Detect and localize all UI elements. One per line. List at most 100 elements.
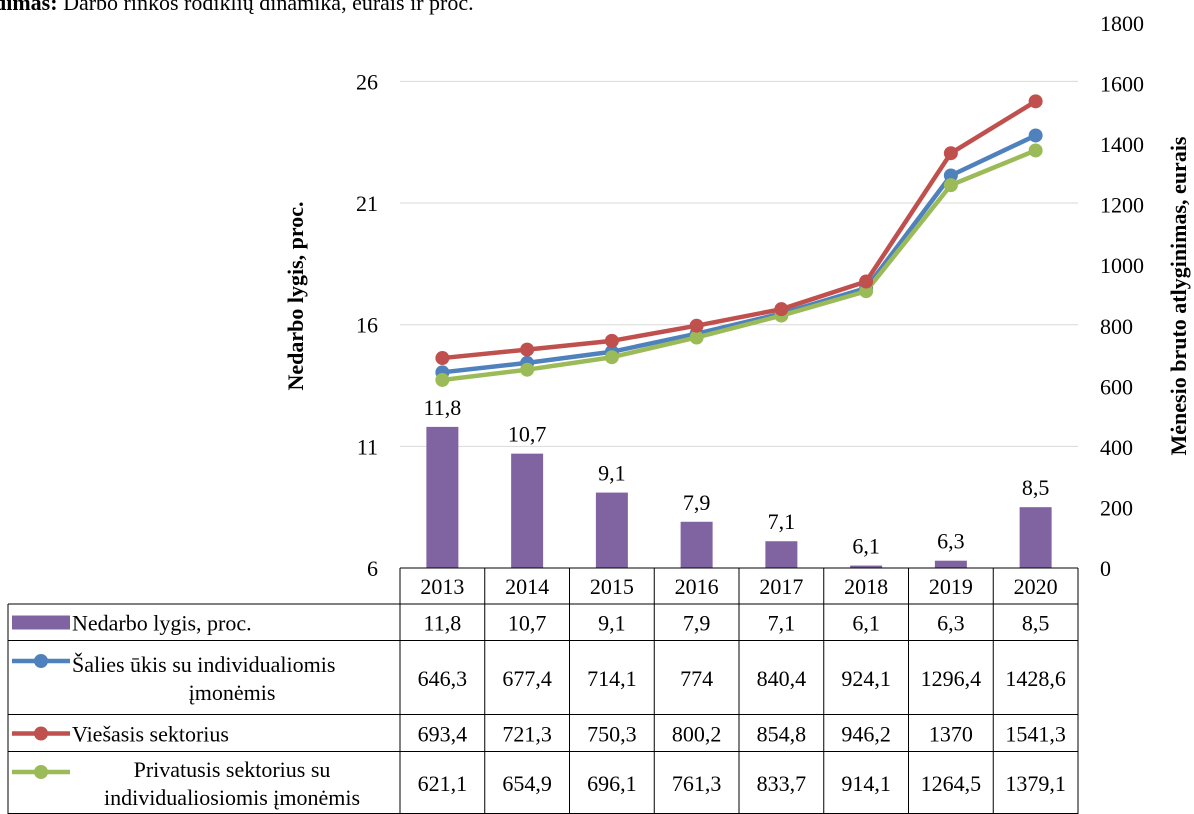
grid-lines: [400, 80, 1078, 447]
bar: [934, 560, 967, 568]
table-cell: 924,1: [841, 666, 891, 691]
table-cell: 1264,5: [921, 771, 982, 796]
bar: [850, 565, 883, 568]
left-tick-label: 21: [356, 191, 378, 216]
bar: [1019, 507, 1052, 568]
left-tick-label: 16: [356, 313, 378, 338]
table-cell: 7,9: [683, 611, 711, 636]
table-cell: 750,3: [587, 722, 637, 747]
bar: [595, 492, 628, 568]
category-label: 2016: [675, 574, 719, 599]
table-cell: 774: [680, 666, 713, 691]
legend-key-marker: [34, 654, 48, 668]
bar: [680, 521, 713, 568]
series-marker: [943, 178, 958, 193]
table-cell: 854,8: [757, 722, 807, 747]
right-tick-label: 0: [1100, 556, 1111, 581]
table-cell: 677,4: [502, 666, 552, 691]
right-axis-title: Mėnesio bruto atlyginimas, eurais: [1166, 136, 1191, 455]
table-cell: 8,5: [1022, 611, 1050, 636]
table-cell: 761,3: [672, 771, 722, 796]
series-marker: [604, 333, 619, 348]
right-tick-label: 1600: [1100, 72, 1144, 97]
right-tick-label: 800: [1100, 314, 1133, 339]
series-marker: [520, 362, 535, 377]
line-series: [435, 94, 1043, 387]
caption-text: Darbo rinkos rodiklių dinamika, eurais i…: [57, 0, 474, 15]
category-label: 2015: [590, 574, 634, 599]
bar: [426, 426, 459, 568]
series-marker: [774, 302, 789, 317]
series-line: [442, 148, 1037, 383]
legend-label: Viešasis sektorius: [72, 722, 229, 747]
bar-data-label: 10,7: [508, 422, 547, 447]
right-tick-label: 200: [1100, 495, 1133, 520]
category-label: 2017: [759, 574, 803, 599]
table-cell: 9,1: [598, 611, 626, 636]
series-marker: [859, 284, 874, 299]
series-marker: [943, 168, 958, 183]
bar-data-label: 9,1: [598, 461, 626, 486]
series-marker: [859, 274, 874, 289]
bar: [765, 541, 798, 568]
right-tick-label: 1400: [1100, 132, 1144, 157]
table-cell: 1379,1: [1005, 771, 1066, 796]
table-cell: 696,1: [587, 771, 637, 796]
category-label: 2020: [1014, 574, 1058, 599]
data-table: 2013 2014 2015 2016 2017 2018 2019 2020 Nedarbo …: [7, 567, 1079, 814]
table-cell: 693,4: [418, 722, 468, 747]
series-marker: [520, 342, 535, 357]
table-cell: 6,3: [937, 611, 965, 636]
category-label: 2019: [929, 574, 973, 599]
bar: [511, 453, 544, 568]
table-cell: 11,8: [424, 611, 462, 636]
legend-label: Šalies ūkis su individualiomis: [72, 652, 335, 677]
table-cell: 1428,6: [1005, 666, 1066, 691]
bar-data-label: 8,5: [1022, 475, 1050, 500]
table-cell: 840,4: [757, 666, 807, 691]
right-tick-label: 1200: [1100, 193, 1144, 218]
right-tick-label: 1800: [1100, 11, 1144, 36]
right-tick-label: 600: [1100, 374, 1133, 399]
table-cell: 833,7: [757, 771, 807, 796]
axes: 6 11 16 21 26 0 200 400 600 800 1000 1200 1400 1600 18…: [283, 11, 1191, 581]
category-label: 2013: [420, 574, 464, 599]
legend-label: įmonėmis: [189, 680, 276, 705]
series-marker: [435, 351, 450, 366]
category-label: 2018: [844, 574, 888, 599]
legend-key-marker: [34, 765, 48, 779]
bar-series: [426, 426, 1052, 568]
left-axis-title: Nedarbo lygis, proc.: [283, 201, 308, 390]
table-cell: 1370: [929, 722, 973, 747]
left-tick-label: 26: [356, 69, 378, 94]
table-cell: 800,2: [672, 722, 722, 747]
series-marker: [689, 330, 704, 345]
legend-label: individualiosiomis įmonėmis: [104, 785, 360, 810]
figure-caption: dimas: Darbo rinkos rodiklių dinamika, e…: [0, 0, 474, 16]
legend-label: Nedarbo lygis, proc.: [72, 611, 252, 636]
bar-data-labels: 11,8 10,7 9,1 7,9 7,1 6,1 6,3 8,5: [424, 395, 1050, 559]
series-marker: [689, 318, 704, 333]
table-cell: 714,1: [587, 666, 637, 691]
category-label: 2014: [505, 574, 549, 599]
series-marker: [1028, 94, 1043, 109]
right-tick-label: 1000: [1100, 253, 1144, 278]
series-marker: [943, 146, 958, 161]
left-tick-label: 11: [357, 434, 378, 459]
bar-data-label: 11,8: [424, 395, 462, 420]
table-cell: 7,1: [768, 611, 796, 636]
table-cell: 646,3: [418, 666, 468, 691]
table-cell: 946,2: [841, 722, 891, 747]
table-cell: 10,7: [508, 611, 547, 636]
table-cell: 721,3: [502, 722, 552, 747]
legend-key-marker: [34, 726, 48, 741]
bar-data-label: 7,9: [683, 490, 711, 515]
series-marker: [604, 350, 619, 365]
series-marker: [435, 372, 450, 387]
bar-data-label: 7,1: [768, 509, 796, 534]
table-cell: 914,1: [841, 771, 891, 796]
series-marker: [1028, 143, 1043, 158]
table-cell: 6,1: [852, 611, 880, 636]
caption-bold: dimas:: [0, 0, 58, 15]
